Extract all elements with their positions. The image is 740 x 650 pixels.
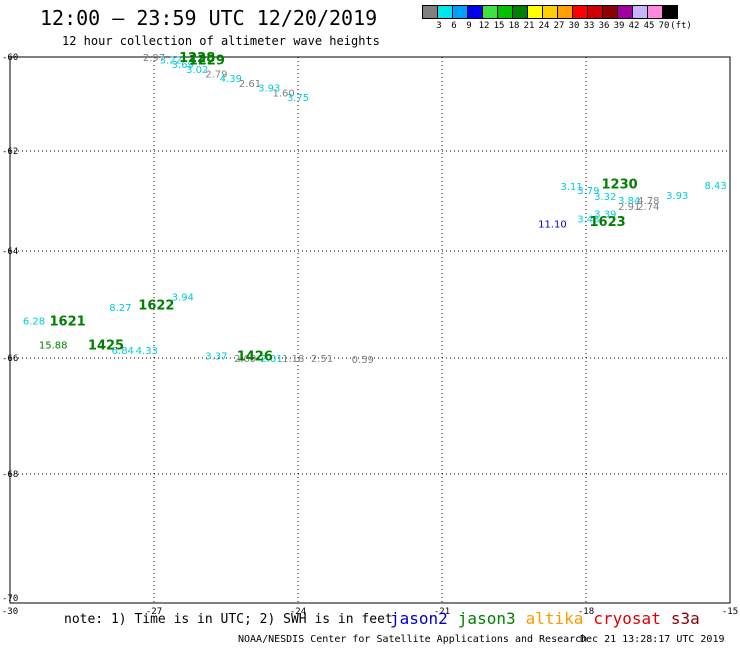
swh-value: 4.33 xyxy=(136,346,158,357)
swh-value: 3.37 xyxy=(205,351,227,362)
pass-time-label: 1621 xyxy=(50,315,86,330)
wave-height-labels: 2.973.223.693.022.794.392.613.931.603.75… xyxy=(23,51,727,366)
page-subtitle: 12 hour collection of altimeter wave hei… xyxy=(62,34,380,48)
map-grid xyxy=(10,57,730,603)
swh-value: 2.61 xyxy=(239,79,261,90)
legend-label: 24 xyxy=(538,21,550,31)
swh-value: 15.88 xyxy=(39,341,68,352)
axis-ticks: -30 -27 -24 -21 -18 -15 -60 -62 -64 -66 -68 -70 xyxy=(2,53,738,617)
satellite-jason3: jason3 xyxy=(457,609,516,628)
swh-value: 2.97 xyxy=(143,53,165,64)
swh-value: 3.75 xyxy=(287,93,309,104)
legend-label: 36 xyxy=(598,21,610,31)
swh-value: 3.22 xyxy=(160,55,182,66)
legend-label: 3 xyxy=(436,21,442,31)
legend-label: 70 xyxy=(658,21,670,31)
swh-value: 3.79 xyxy=(577,186,599,197)
lat-tick-label: -64 xyxy=(2,247,18,257)
legend-label: 42 xyxy=(628,21,640,31)
swh-value: 2.51 xyxy=(311,354,333,365)
legend-label: 15 xyxy=(493,21,505,31)
lon-tick-label: -18 xyxy=(578,607,594,617)
satellite-altika: altika xyxy=(525,609,584,628)
pass-time-label: 1426 xyxy=(237,349,273,364)
pass-time-label: 1623 xyxy=(590,215,626,230)
lat-tick-label: -62 xyxy=(2,147,18,157)
swh-value: 3.32 xyxy=(594,192,616,203)
lon-tick-label: -30 xyxy=(2,607,18,617)
legend-swatch xyxy=(662,5,678,19)
swh-value: 3.11 xyxy=(560,182,582,193)
pass-time-label: 1229 xyxy=(189,53,225,68)
swh-value: 2.74 xyxy=(637,202,659,213)
legend-label: 9 xyxy=(466,21,472,31)
pass-time-label: 1230 xyxy=(602,178,638,193)
swh-value: 3.93 xyxy=(666,191,688,202)
color-legend: 3 6 9 12 15 18 21 24 27 30 33 36 39 42 45 70 (ft) xyxy=(422,5,692,33)
lat-tick-label: -66 xyxy=(2,354,18,364)
lon-tick-label: -21 xyxy=(434,607,450,617)
swh-value: 3.93 xyxy=(258,84,280,95)
pass-time-label: 1425 xyxy=(88,339,124,354)
swh-value: 1.60 xyxy=(272,88,294,99)
legend-label: 27 xyxy=(553,21,565,31)
swh-value: 6.28 xyxy=(23,317,45,328)
legend-label: 30 xyxy=(568,21,580,31)
map-frame xyxy=(9,56,731,604)
legend-label: 33 xyxy=(583,21,595,31)
swh-value: 3.39 xyxy=(594,210,616,221)
swh-value: 8.27 xyxy=(109,303,131,314)
swh-value: 2.79 xyxy=(205,69,227,80)
swh-value: 4.39 xyxy=(220,74,242,85)
swh-value: 3.84 xyxy=(618,196,640,207)
legend-label: 21 xyxy=(523,21,535,31)
satellite-jason2: jason2 xyxy=(390,609,448,628)
swh-value: 3.69 xyxy=(172,60,194,71)
lat-tick-label: -68 xyxy=(2,470,18,480)
footer-note: note: 1) Time is in UTC; 2) SWH is in fe… xyxy=(64,612,393,627)
legend-label: 12 xyxy=(478,21,490,31)
swh-value: 2.01 xyxy=(260,354,282,365)
credit-timestamp: Dec 21 13:28:17 UTC 2019 xyxy=(580,634,725,645)
pass-time-label: 1622 xyxy=(138,299,174,314)
legend-swatches xyxy=(422,5,678,19)
lon-tick-label: -15 xyxy=(722,607,738,617)
swh-value: 3.02 xyxy=(186,65,208,76)
credit-line: NOAA/NESDIS Center for Satellite Applica… xyxy=(238,634,588,645)
lat-tick-label: -70 xyxy=(2,594,18,604)
lon-tick-label: -27 xyxy=(146,607,162,617)
legend-label: 6 xyxy=(451,21,457,31)
swh-value: 8.43 xyxy=(704,181,726,192)
legend-label: 18 xyxy=(508,21,520,31)
satellite-cryosat: cryosat xyxy=(593,609,661,628)
swh-value: 11.10 xyxy=(538,220,567,231)
legend-labels: 3 6 9 12 15 18 21 24 27 30 33 36 39 42 45 70 (ft) xyxy=(422,21,692,33)
pass-time-label: 1228 xyxy=(179,51,215,66)
page-title: 12:00 – 23:59 UTC 12/20/2019 xyxy=(40,6,378,30)
swh-value: 0.59 xyxy=(352,355,374,366)
swh-value: 3.94 xyxy=(172,292,194,303)
swh-value: 1.18 xyxy=(282,354,304,365)
swh-value: 6.84 xyxy=(112,346,134,357)
swh-value: 2.91 xyxy=(618,202,640,213)
satellite-legend: jason2 jason3 altika cryosat s3a xyxy=(390,609,710,628)
lat-tick-label: -60 xyxy=(2,53,18,63)
swh-value: 2.09 xyxy=(234,354,256,365)
legend-unit: (ft) xyxy=(670,21,692,31)
swh-value: 3.48 xyxy=(577,215,599,226)
legend-label: 39 xyxy=(613,21,625,31)
lon-tick-label: -24 xyxy=(290,607,306,617)
satellite-s3a: s3a xyxy=(670,609,700,628)
swh-value: 4.78 xyxy=(637,196,659,207)
legend-label: 45 xyxy=(643,21,655,31)
